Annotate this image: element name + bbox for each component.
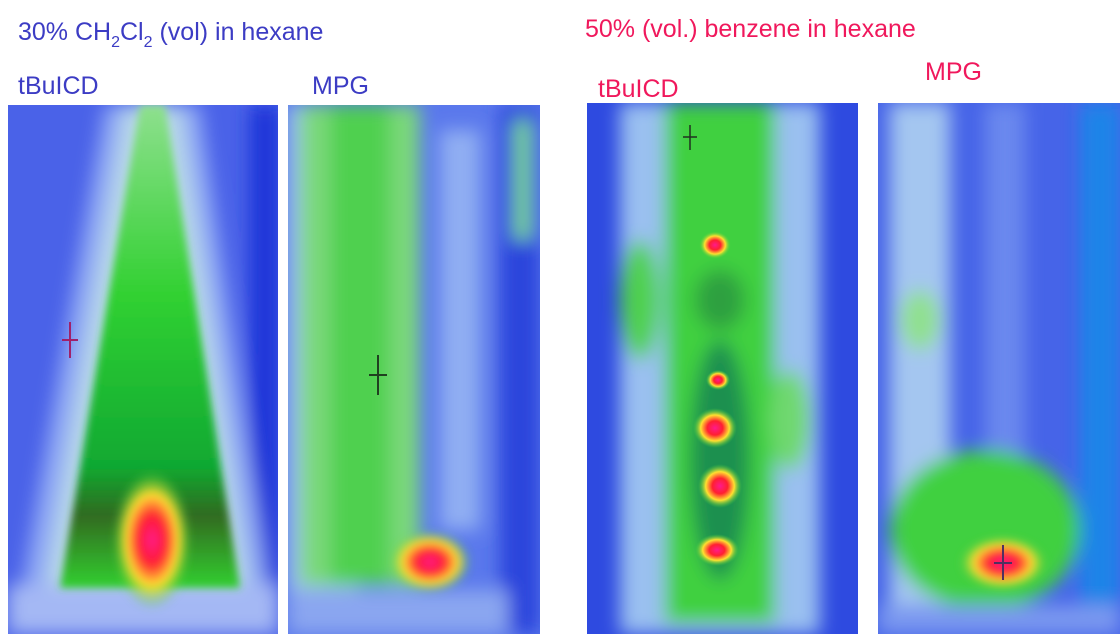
title-subscript: 2 bbox=[111, 34, 120, 51]
panel-label: MPG bbox=[925, 58, 982, 86]
title-part: (vol) in hexane bbox=[153, 18, 324, 46]
title-part: Cl bbox=[120, 18, 144, 46]
panel-label: tBuICD bbox=[598, 75, 679, 103]
right-title: 50% (vol.) benzene in hexane bbox=[585, 15, 916, 43]
left-title: 30% CH2Cl2 (vol) in hexane bbox=[18, 18, 323, 51]
title-subscript: 2 bbox=[144, 34, 153, 51]
title-part: 30% CH bbox=[18, 18, 111, 46]
heatmap-panel bbox=[878, 103, 1120, 634]
heatmap-panel bbox=[288, 105, 540, 634]
heatmap-panel bbox=[8, 105, 280, 634]
panel-label: tBuICD bbox=[18, 72, 99, 100]
figure: 30% CH2Cl2 (vol) in hexane 50% (vol.) be… bbox=[0, 0, 1120, 634]
heatmap-panel bbox=[587, 103, 858, 634]
panel-label: MPG bbox=[312, 72, 369, 100]
